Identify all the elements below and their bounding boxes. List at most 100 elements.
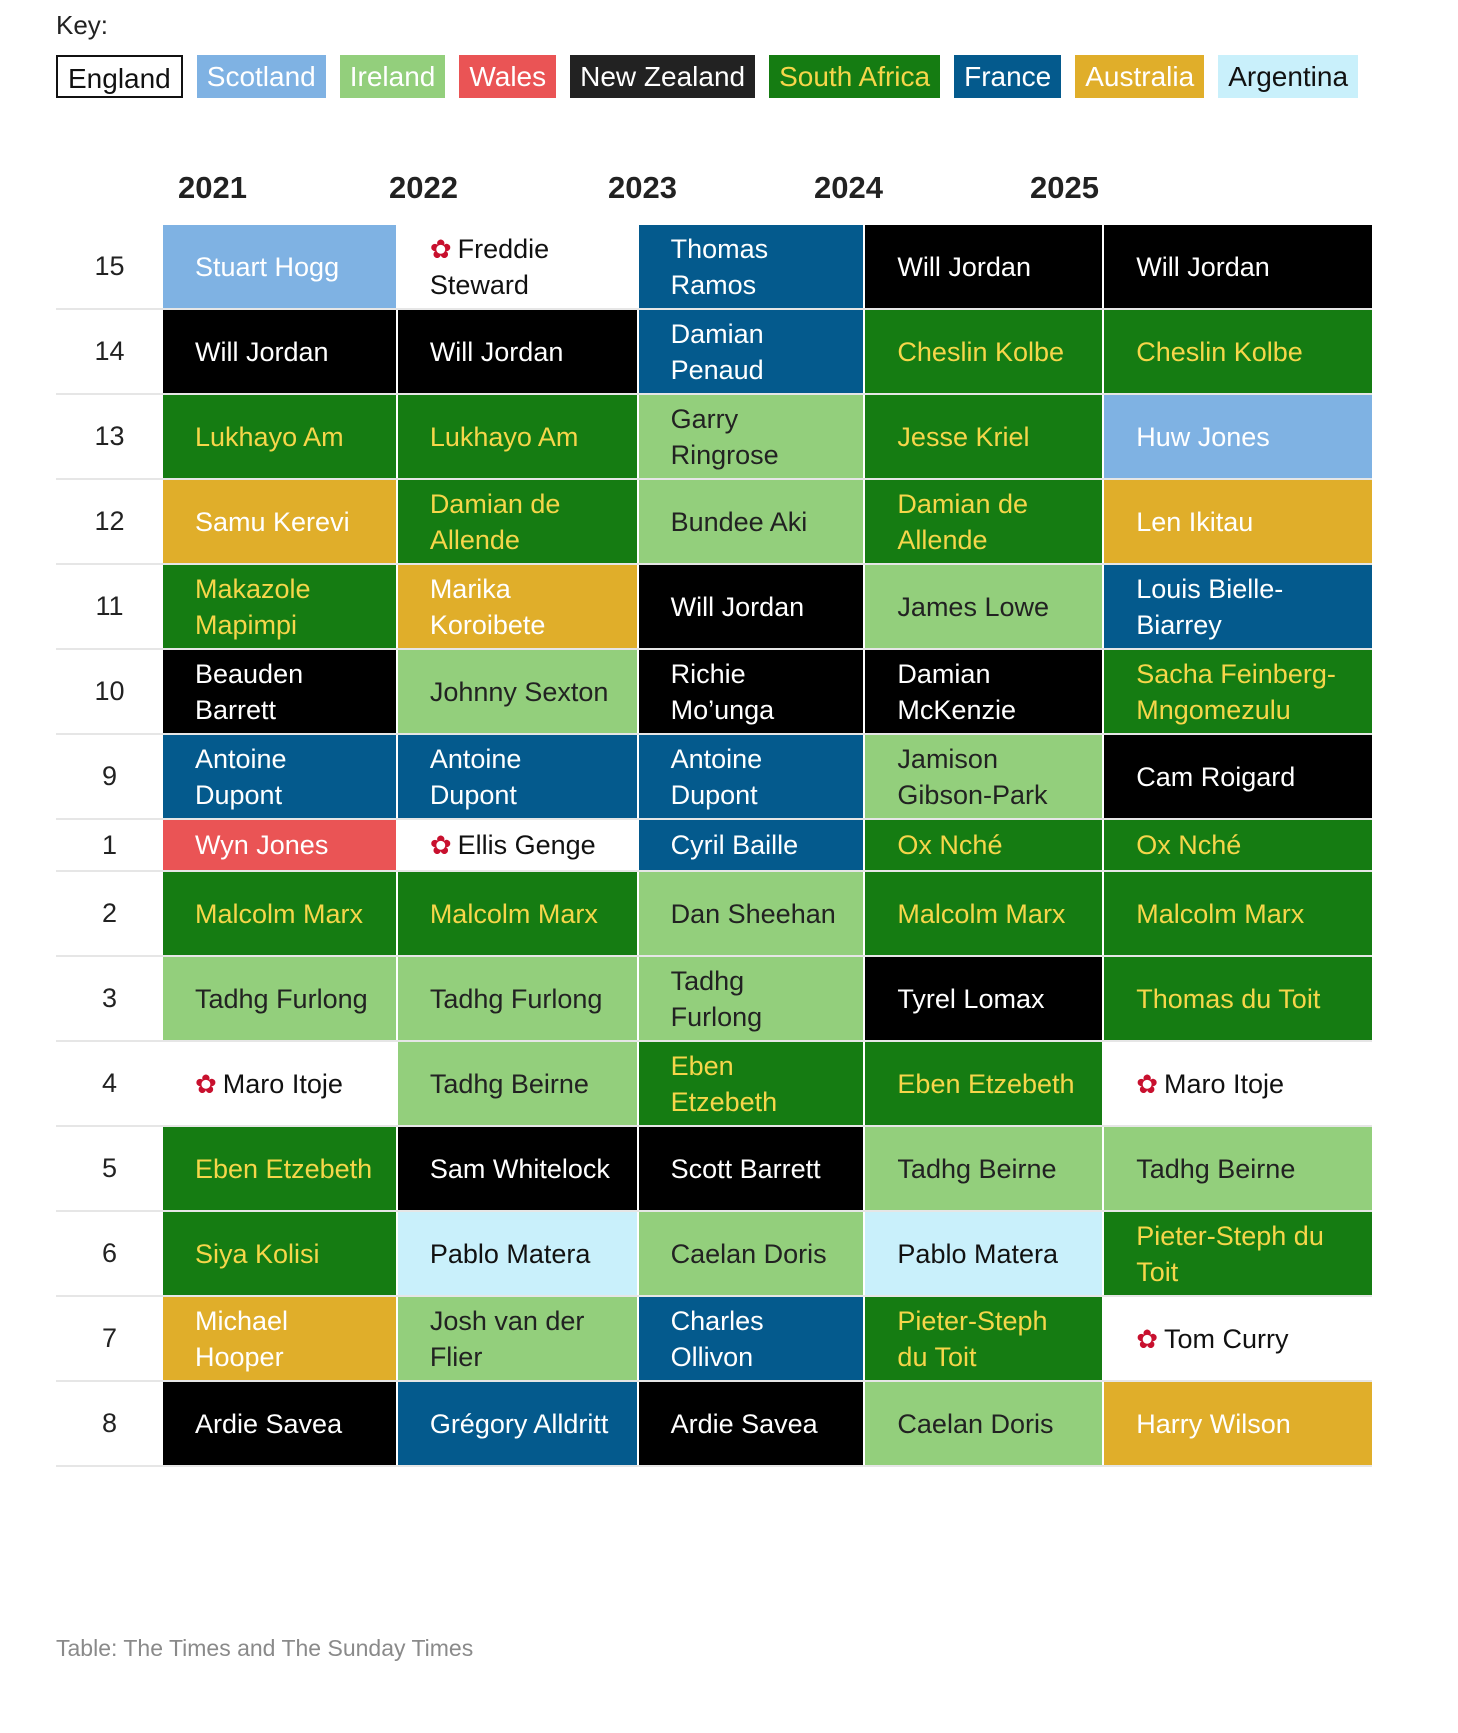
player-cell-content: Cheslin Kolbe [897,334,1064,370]
player-name: Josh van der Flier [429,1305,585,1372]
player-name: Grégory Alldritt [429,1408,609,1439]
player-name: Harry Wilson [1136,1408,1291,1439]
table-row: 12 Samu Kerevi Damian de Allende Bundee Aki… [56,480,1372,565]
player-cell: Will Jordan [865,225,1105,308]
player-cell-content: Thomas du Toit [1136,981,1320,1017]
player-cell-content: Malcolm Marx [1136,896,1304,932]
player-name: Samu Kerevi [195,506,350,537]
player-cell: Caelan Doris [865,1382,1105,1465]
player-name: Marika Koroibete [429,573,546,640]
column-header-2025: 2025 [1030,170,1099,205]
rose-icon: ✿ [1136,1068,1159,1099]
player-name: Pieter-Steph du Toit [1136,1220,1324,1287]
player-cell-content: Louis Bielle-Biarrey [1136,571,1350,643]
player-cell: Pieter-Steph du Toit [865,1297,1105,1380]
player-cell-content: Pieter-Steph du Toit [897,1303,1080,1375]
player-cell: Makazole Mapimpi [163,565,398,648]
player-cell: Eben Etzebeth [865,1042,1105,1125]
player-cell: Johnny Sexton [397,650,639,733]
player-cell-content: ✿ Ellis Genge [430,827,596,863]
player-name: Charles Ollivon [670,1305,764,1372]
player-name: Thomas Ramos [670,233,769,300]
legend-item-france: France [954,55,1062,98]
player-cell-content: Will Jordan [671,589,805,625]
player-name: Lukhayo Am [429,421,579,452]
player-name: Antoine Dupont [670,743,763,810]
position-number: 5 [101,1153,118,1183]
player-name: Richie Mo’unga [670,658,775,725]
player-cell: Sam Whitelock [397,1127,639,1210]
player-name: Thomas du Toit [1136,983,1321,1014]
player-cell-content: Grégory Alldritt [430,1406,609,1442]
player-cell: Antoine Dupont [397,735,639,818]
player-name: Ox Nché [1136,830,1242,860]
player-name: Lukhayo Am [195,421,344,452]
player-cell-content: ✿ Freddie Steward [430,231,615,303]
table-row: 13 Lukhayo Am Lukhayo Am Garry Ringrose Jess… [56,395,1372,480]
player-cell-content: Malcolm Marx [430,896,598,932]
position-number: 6 [101,1238,118,1268]
player-name: Ardie Savea [195,1408,343,1439]
player-cell: Tadhg Furlong [163,957,398,1040]
player-cell: Tadhg Furlong [638,957,866,1040]
player-cell-content: Garry Ringrose [671,401,842,473]
player-cell-content: Damian Penaud [671,316,842,388]
player-name: Maro Itoje [222,1068,343,1099]
player-name: Jesse Kriel [897,421,1030,452]
player-cell: Beauden Barrett [163,650,398,733]
player-cell: Tadhg Beirne [865,1127,1105,1210]
position-number: 3 [101,983,118,1013]
player-name: Scott Barrett [670,1153,821,1184]
player-cell-content: Ardie Savea [195,1406,342,1442]
table-row: 10 Beauden Barrett Johnny Sexton Richie Mo’… [56,650,1372,735]
player-cell: Malcolm Marx [1104,872,1372,955]
player-cell: ✿ Ellis Genge [397,820,639,870]
player-name: Malcolm Marx [897,898,1066,929]
player-name: Maro Itoje [1164,1068,1285,1099]
player-name: Sam Whitelock [429,1153,610,1184]
player-name: Caelan Doris [670,1238,827,1269]
player-cell-content: Michael Hooper [195,1303,374,1375]
legend-item-australia: Australia [1075,55,1205,98]
player-name: Pieter-Steph du Toit [897,1305,1048,1372]
table-row: 1 Wyn Jones ✿ Ellis Genge Cyril Baille Ox Nch… [56,820,1372,872]
player-cell-content: Malcolm Marx [897,896,1065,932]
player-cell-content: Malcolm Marx [195,896,363,932]
player-name: Cyril Baille [670,830,799,860]
player-cell: Will Jordan [397,310,639,393]
table-row: 7 Michael Hooper Josh van der Flier Charles… [56,1297,1372,1382]
column-header-2024: 2024 [814,170,883,205]
player-cell: Bundee Aki [638,480,866,563]
position-number: 13 [94,421,125,451]
player-name: Damian de Allende [429,488,561,555]
player-name: Tom Curry [1164,1323,1289,1354]
player-cell: Malcolm Marx [397,872,639,955]
table-row: 4 ✿ Maro Itoje Tadhg Beirne Eben Etzebeth Ebe… [56,1042,1372,1127]
player-cell-content: Jesse Kriel [897,419,1029,455]
player-cell-content: Damian de Allende [897,486,1080,558]
player-cell: Cheslin Kolbe [1104,310,1372,393]
legend-item-ireland: Ireland [339,55,446,98]
player-cell: Damian McKenzie [865,650,1105,733]
player-cell-content: Ox Nché [897,827,1002,863]
player-name: Eben Etzebeth [670,1050,778,1117]
table-row: 14 Will Jordan Will Jordan Damian Penaud Che… [56,310,1372,395]
player-cell: Eben Etzebeth [638,1042,866,1125]
player-cell: Grégory Alldritt [397,1382,639,1465]
player-cell: ✿ Tom Curry [1104,1297,1372,1380]
player-name: Ellis Genge [457,830,596,860]
player-cell-content: Damian McKenzie [897,656,1080,728]
player-name: Damian Penaud [670,318,764,385]
player-cell-content: Pablo Matera [897,1236,1058,1272]
player-name: Michael Hooper [195,1305,289,1372]
player-cell-content: Thomas Ramos [671,231,842,303]
player-name: Malcolm Marx [1136,898,1305,929]
player-cell-content: Richie Mo’unga [671,656,842,728]
player-name: Garry Ringrose [670,403,779,470]
player-cell: Marika Koroibete [397,565,639,648]
player-cell-content: Jamison Gibson-Park [897,741,1080,813]
column-header-2022: 2022 [389,170,458,205]
position-number: 11 [95,591,124,621]
player-name: Eben Etzebeth [897,1068,1075,1099]
player-cell: Damian Penaud [638,310,866,393]
